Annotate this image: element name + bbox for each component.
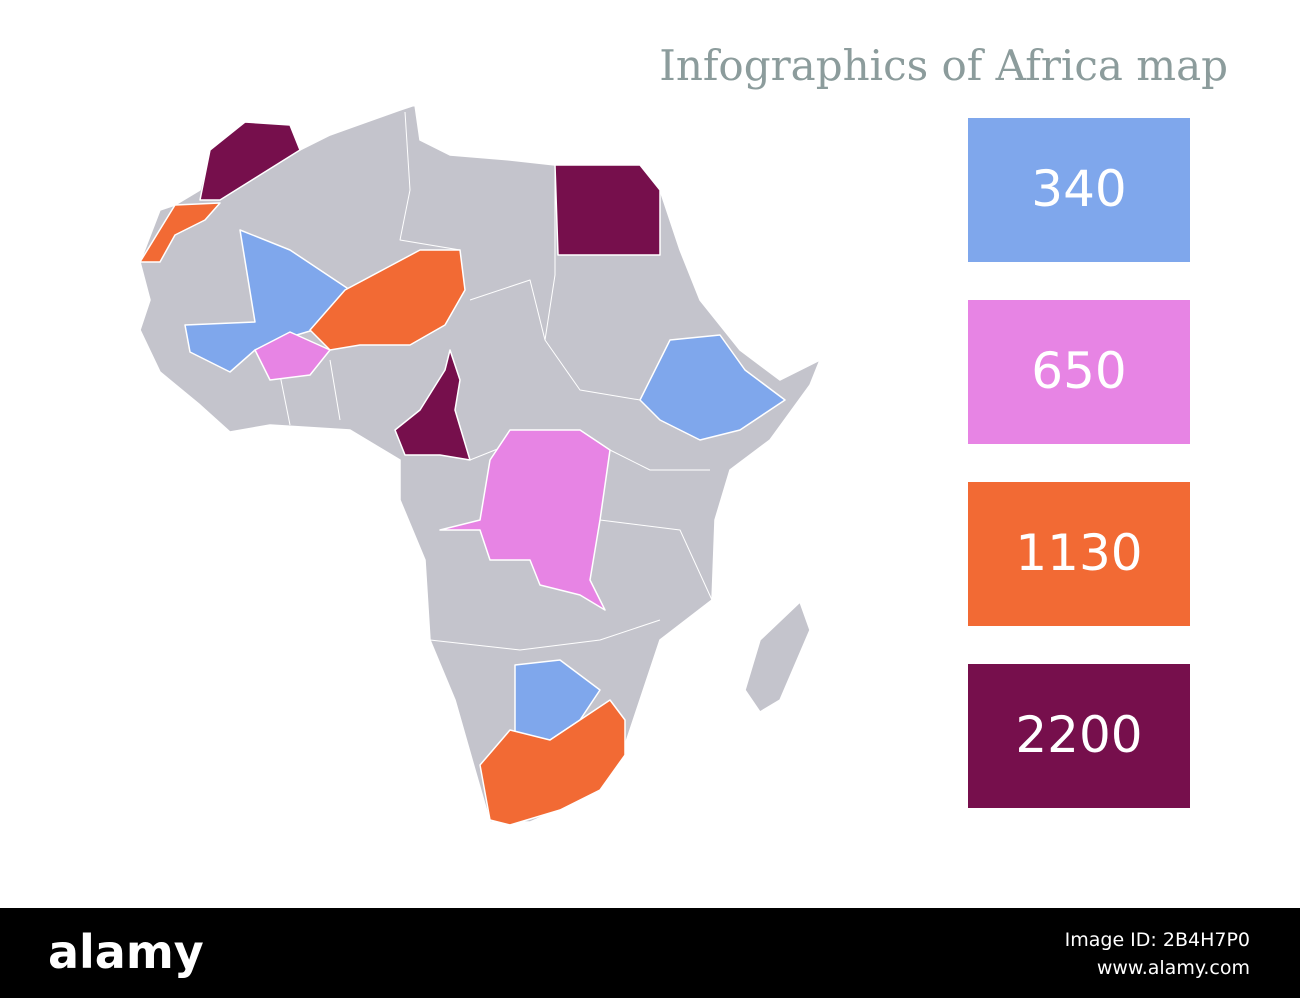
burkina-faso	[254, 331, 331, 381]
legend-box	[968, 118, 1190, 262]
footer-brand: alamy	[48, 925, 204, 979]
dr-congo	[439, 429, 611, 611]
egypt	[554, 164, 661, 256]
legend-box	[968, 664, 1190, 808]
border	[329, 359, 341, 421]
legend-value: 1130	[1015, 524, 1142, 582]
western-sahara	[139, 202, 221, 263]
legend-value: 340	[1031, 160, 1126, 218]
legend-box	[968, 300, 1190, 444]
border	[399, 111, 461, 251]
south-africa	[479, 699, 626, 826]
legend-value: 650	[1031, 342, 1126, 400]
footer-url: www.alamy.com	[1097, 957, 1250, 979]
border	[469, 279, 546, 341]
cameroon	[394, 349, 471, 461]
madagascar	[744, 601, 811, 713]
legend-box	[968, 482, 1190, 626]
border	[429, 619, 661, 651]
border	[599, 519, 713, 601]
footer-image-id: Image ID: 2B4H7P0	[1065, 929, 1250, 951]
footer-bar	[0, 908, 1300, 998]
niger	[309, 249, 466, 351]
border	[609, 449, 710, 471]
africa-map	[139, 104, 821, 826]
ethiopia	[639, 334, 786, 441]
border	[279, 374, 291, 426]
morocco	[199, 121, 301, 201]
legend-value: 2200	[1015, 706, 1142, 764]
legend: 340 650 1130 2200	[968, 118, 1190, 808]
title: Infographics of Africa map	[659, 41, 1228, 90]
